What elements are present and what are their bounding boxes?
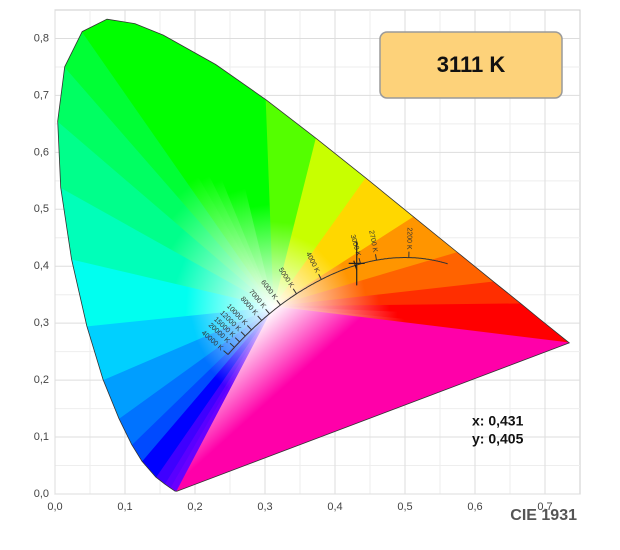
x-tick-label: 0,1 bbox=[117, 501, 132, 513]
x-tick-label: 0,4 bbox=[327, 501, 342, 513]
planckian-tick bbox=[292, 288, 297, 295]
planckian-tick bbox=[240, 331, 246, 337]
planckian-tick bbox=[276, 299, 281, 306]
y-tick-label: 0,6 bbox=[34, 146, 49, 158]
y-coordinate: y: 0,405 bbox=[472, 431, 524, 447]
x-tick-label: 0,2 bbox=[187, 501, 202, 513]
chart-title: CIE 1931 bbox=[510, 507, 577, 524]
x-tick-label: 0,0 bbox=[47, 501, 62, 513]
planckian-locus bbox=[227, 257, 448, 355]
cct-label: 3111 K bbox=[437, 52, 506, 77]
y-tick-label: 0,5 bbox=[34, 203, 49, 215]
spectral-locus bbox=[57, 18, 571, 492]
y-tick-label: 0,8 bbox=[34, 32, 49, 44]
x-tick-label: 0,5 bbox=[397, 501, 412, 513]
planckian-tick bbox=[265, 308, 270, 315]
planckian-tick bbox=[223, 350, 229, 355]
y-tick-label: 0,3 bbox=[34, 317, 49, 329]
y-tick-label: 0,7 bbox=[34, 89, 49, 101]
planckian-tick bbox=[374, 254, 378, 261]
x-tick-label: 0,3 bbox=[257, 501, 272, 513]
planckian-tick bbox=[234, 337, 240, 343]
planckian-tick bbox=[246, 325, 252, 331]
x-tick-label: 0,7 bbox=[537, 501, 552, 513]
y-tick-label: 0,1 bbox=[34, 431, 49, 443]
planckian-tick bbox=[229, 342, 235, 348]
x-tick-label: 0,6 bbox=[467, 501, 482, 513]
planckian-label: 2200 K bbox=[405, 227, 413, 250]
cct-box bbox=[379, 31, 563, 99]
planckian-label: 2700 K bbox=[367, 230, 378, 253]
y-tick-label: 0,0 bbox=[34, 488, 49, 500]
y-tick-label: 0,2 bbox=[34, 374, 49, 386]
planckian-tick bbox=[257, 315, 263, 321]
y-tick-label: 0,4 bbox=[34, 260, 49, 272]
planckian-tick bbox=[318, 273, 322, 280]
x-coordinate: x: 0,431 bbox=[472, 413, 524, 429]
